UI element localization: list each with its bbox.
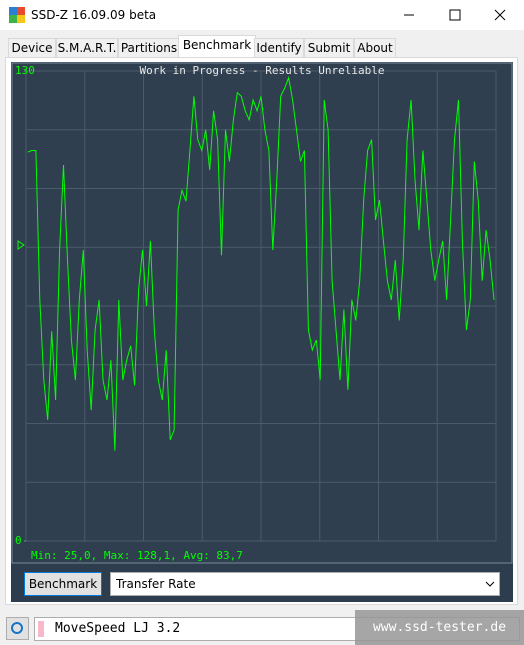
title-bar: SSD-Z 16.09.09 beta bbox=[0, 0, 524, 30]
tab[interactable]: About bbox=[354, 38, 396, 57]
chart: Work in Progress - Results Unreliable Mi… bbox=[11, 62, 513, 564]
grid bbox=[25, 70, 497, 542]
tab[interactable]: Device bbox=[8, 38, 56, 57]
refresh-button[interactable] bbox=[6, 617, 29, 640]
chart-frame bbox=[11, 62, 513, 564]
app-icon bbox=[9, 7, 25, 23]
tab[interactable]: S.M.A.R.T. bbox=[56, 38, 118, 57]
y-tick-label: 0 bbox=[15, 534, 22, 547]
dropdown-arrow bbox=[485, 581, 495, 587]
mode-dropdown[interactable]: Transfer Rate bbox=[110, 572, 500, 596]
tab[interactable]: Submit bbox=[304, 38, 354, 57]
chart-title: Work in Progress - Results Unreliable bbox=[139, 64, 384, 77]
tab[interactable]: Benchmark bbox=[178, 35, 256, 58]
status-indicator bbox=[38, 621, 44, 637]
avg-marker bbox=[17, 240, 25, 250]
watermark: www.ssd-tester.de bbox=[355, 610, 524, 645]
data-line bbox=[27, 76, 495, 451]
benchmark-button[interactable]: Benchmark bbox=[24, 572, 102, 596]
window-controls[interactable] bbox=[390, 0, 524, 30]
window-title: SSD-Z 16.09.09 beta bbox=[31, 8, 157, 22]
tab[interactable]: Partitions bbox=[118, 38, 180, 57]
dropdown-text: Transfer Rate bbox=[116, 577, 196, 591]
status-text: MoveSpeed LJ 3.2 bbox=[55, 621, 181, 636]
tab[interactable]: Identify bbox=[254, 38, 304, 57]
refresh-icon bbox=[11, 622, 23, 634]
stats-text: Min: 25,0, Max: 128,1, Avg: 83,7 bbox=[31, 549, 243, 562]
